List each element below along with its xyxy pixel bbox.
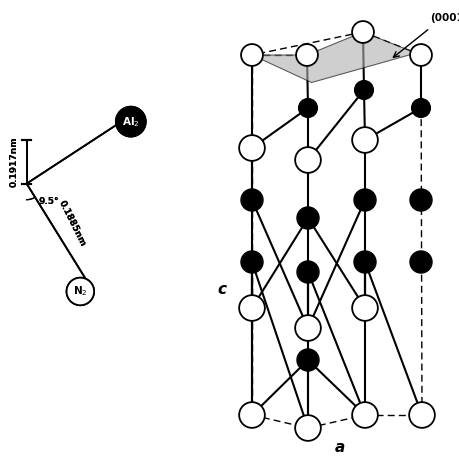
Text: 9.5°: 9.5° [39,196,59,206]
Text: a: a [335,441,345,455]
Circle shape [352,127,378,153]
Circle shape [409,402,435,428]
Text: N$_2$: N$_2$ [73,285,88,298]
Polygon shape [252,32,425,83]
Text: 0.1885nm: 0.1885nm [56,199,87,248]
Circle shape [355,81,373,99]
Circle shape [116,106,146,137]
Text: 9.5°: 9.5° [39,196,59,206]
Circle shape [241,251,263,273]
Circle shape [412,99,431,118]
Circle shape [352,21,374,43]
Circle shape [67,278,94,305]
Circle shape [352,402,378,428]
Circle shape [410,189,432,211]
Circle shape [295,315,321,341]
Text: N$_2$: N$_2$ [73,285,88,298]
Circle shape [354,189,376,211]
Text: 0.1885nm: 0.1885nm [56,199,87,248]
Circle shape [295,415,321,441]
Circle shape [297,207,319,229]
Text: (0001): (0001) [430,13,459,23]
Circle shape [354,251,376,273]
Circle shape [116,106,146,137]
Circle shape [296,44,318,66]
Circle shape [410,44,432,66]
Text: c: c [218,282,226,297]
Circle shape [239,402,265,428]
Text: 0.1917nm: 0.1917nm [9,136,18,187]
Circle shape [67,278,94,305]
Text: Al$_2$: Al$_2$ [122,115,140,129]
Text: Al$_2$: Al$_2$ [122,115,140,129]
Circle shape [241,189,263,211]
Circle shape [239,135,265,161]
Circle shape [295,147,321,173]
Text: 0.1917nm: 0.1917nm [9,136,18,187]
Circle shape [297,261,319,283]
Circle shape [239,295,265,321]
Circle shape [297,349,319,371]
Circle shape [410,251,432,273]
Circle shape [299,99,317,118]
Circle shape [352,295,378,321]
Circle shape [241,44,263,66]
